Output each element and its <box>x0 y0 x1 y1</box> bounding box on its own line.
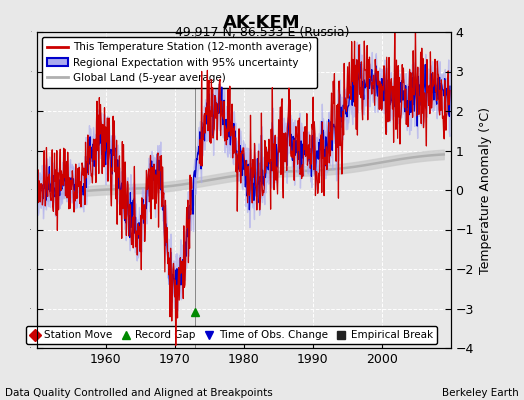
Text: Berkeley Earth: Berkeley Earth <box>442 388 519 398</box>
Text: Data Quality Controlled and Aligned at Breakpoints: Data Quality Controlled and Aligned at B… <box>5 388 273 398</box>
Text: 49.917 N, 86.533 E (Russia): 49.917 N, 86.533 E (Russia) <box>174 26 350 39</box>
Y-axis label: Temperature Anomaly (°C): Temperature Anomaly (°C) <box>479 106 493 274</box>
Text: AK-KEM: AK-KEM <box>223 14 301 32</box>
Legend: Station Move, Record Gap, Time of Obs. Change, Empirical Break: Station Move, Record Gap, Time of Obs. C… <box>26 326 437 344</box>
